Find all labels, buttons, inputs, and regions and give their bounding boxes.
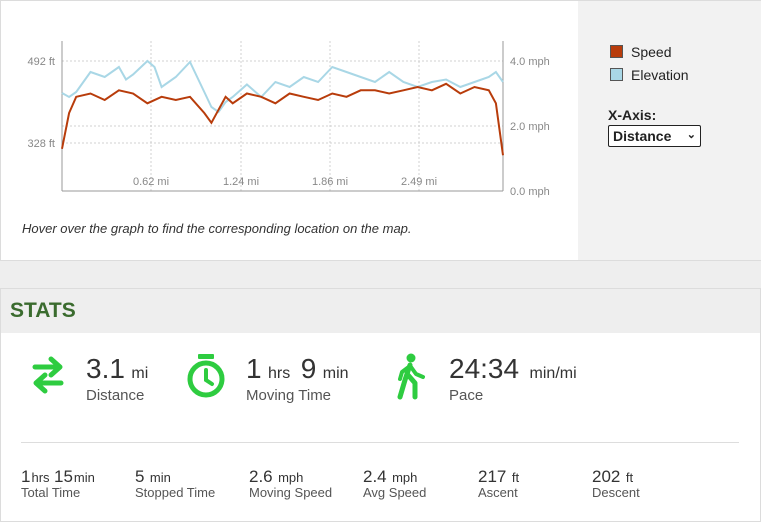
stopped-time-label: Stopped Time (135, 485, 216, 500)
total-time-hours-unit: hrs (31, 470, 50, 485)
avg-speed-value: 2.4 (363, 467, 387, 486)
x-tick-label: 1.24 mi (223, 176, 259, 188)
descent-unit: ft (625, 470, 634, 485)
moving-time-minutes: 9 (300, 353, 317, 384)
right-tick-label: 4.0 mph (510, 56, 550, 68)
chart-axes (61, 41, 504, 192)
pace-unit: min/mi (529, 365, 577, 382)
route-arrows-icon (32, 356, 64, 394)
stopped-time-value: 5 (135, 467, 145, 486)
moving-time-hours-unit: hrs (268, 365, 291, 382)
moving-time-label: Moving Time (246, 387, 332, 404)
moving-time-hours: 1 (246, 353, 262, 384)
pace-label: Pace (449, 387, 484, 404)
stats-divider (21, 442, 739, 443)
ascent-label: Ascent (478, 485, 518, 500)
distance-value: 3.1 (86, 353, 125, 384)
ascent-stat: 217 ft Ascent (478, 467, 519, 500)
chart-panel: 492 ft 328 ft 4.0 mph 2.0 mph 0.0 mph 0.… (0, 0, 761, 261)
legend-item-speed[interactable]: Speed (610, 44, 671, 60)
x-axis-select-value: Distance (613, 128, 672, 144)
total-time-minutes-unit: min (73, 470, 95, 485)
moving-speed-label: Moving Speed (249, 485, 333, 500)
stopwatch-icon (187, 354, 225, 398)
chart-hint-text: Hover over the graph to find the corresp… (22, 221, 412, 236)
elevation-swatch-icon (610, 68, 623, 81)
stopped-time-stat: 5 min Stopped Time (135, 467, 215, 500)
walking-person-icon (397, 353, 425, 400)
speed-series-line (61, 82, 504, 156)
legend-item-elevation[interactable]: Elevation (610, 67, 689, 83)
right-tick-label: 0.0 mph (510, 186, 550, 198)
elevation-series-line (61, 59, 504, 114)
moving-speed-value: 2.6 (249, 467, 273, 486)
ascent-unit: ft (511, 470, 520, 485)
descent-value: 202 (592, 467, 621, 486)
speed-elevation-chart[interactable]: 492 ft 328 ft 4.0 mph 2.0 mph 0.0 mph 0.… (1, 1, 578, 261)
moving-speed-stat: 2.6 mph Moving Speed (249, 467, 332, 500)
total-time-hours: 1 (21, 467, 31, 486)
pace-value: 24:34 (449, 353, 520, 384)
descent-stat: 202 ft Descent (592, 467, 640, 500)
distance-stat: 3.1 mi Distance (86, 353, 148, 404)
chart-grid (62, 41, 503, 191)
stats-panel: STATS 3.1 mi Distance 1 hrs 9 min Moving… (0, 288, 761, 522)
x-tick-label: 1.86 mi (312, 176, 348, 188)
chevron-down-icon: ⌄ (686, 129, 696, 141)
moving-time-stat: 1 hrs 9 min Moving Time (246, 353, 349, 404)
total-time-minutes: 15 (53, 467, 73, 486)
x-axis-select[interactable]: Distance ⌄ (608, 125, 701, 147)
x-tick-label: 0.62 mi (133, 176, 169, 188)
right-tick-label: 2.0 mph (510, 121, 550, 133)
descent-label: Descent (592, 485, 640, 500)
left-tick-label: 492 ft (27, 56, 55, 68)
avg-speed-unit: mph (392, 470, 418, 485)
legend-label: Speed (631, 44, 672, 60)
stats-header: STATS (1, 289, 760, 333)
avg-speed-label: Avg Speed (363, 485, 427, 500)
ascent-value: 217 (478, 467, 507, 486)
x-axis-label: X-Axis: (608, 107, 657, 123)
avg-speed-stat: 2.4 mph Avg Speed (363, 467, 426, 500)
left-tick-label: 328 ft (27, 138, 55, 150)
chart-sidebar: Speed Elevation X-Axis: Distance ⌄ (578, 1, 761, 260)
distance-label: Distance (86, 387, 145, 404)
moving-speed-unit: mph (278, 470, 304, 485)
pace-stat: 24:34 min/mi Pace (449, 353, 577, 404)
total-time-label: Total Time (21, 485, 81, 500)
total-time-stat: 1hrs 15min Total Time (21, 467, 95, 500)
distance-unit: mi (131, 365, 149, 382)
legend-label: Elevation (631, 67, 689, 83)
speed-swatch-icon (610, 45, 623, 58)
moving-time-minutes-unit: min (322, 365, 349, 382)
stats-title: STATS (10, 299, 76, 322)
stopped-time-unit: min (149, 470, 171, 485)
x-tick-label: 2.49 mi (401, 176, 437, 188)
